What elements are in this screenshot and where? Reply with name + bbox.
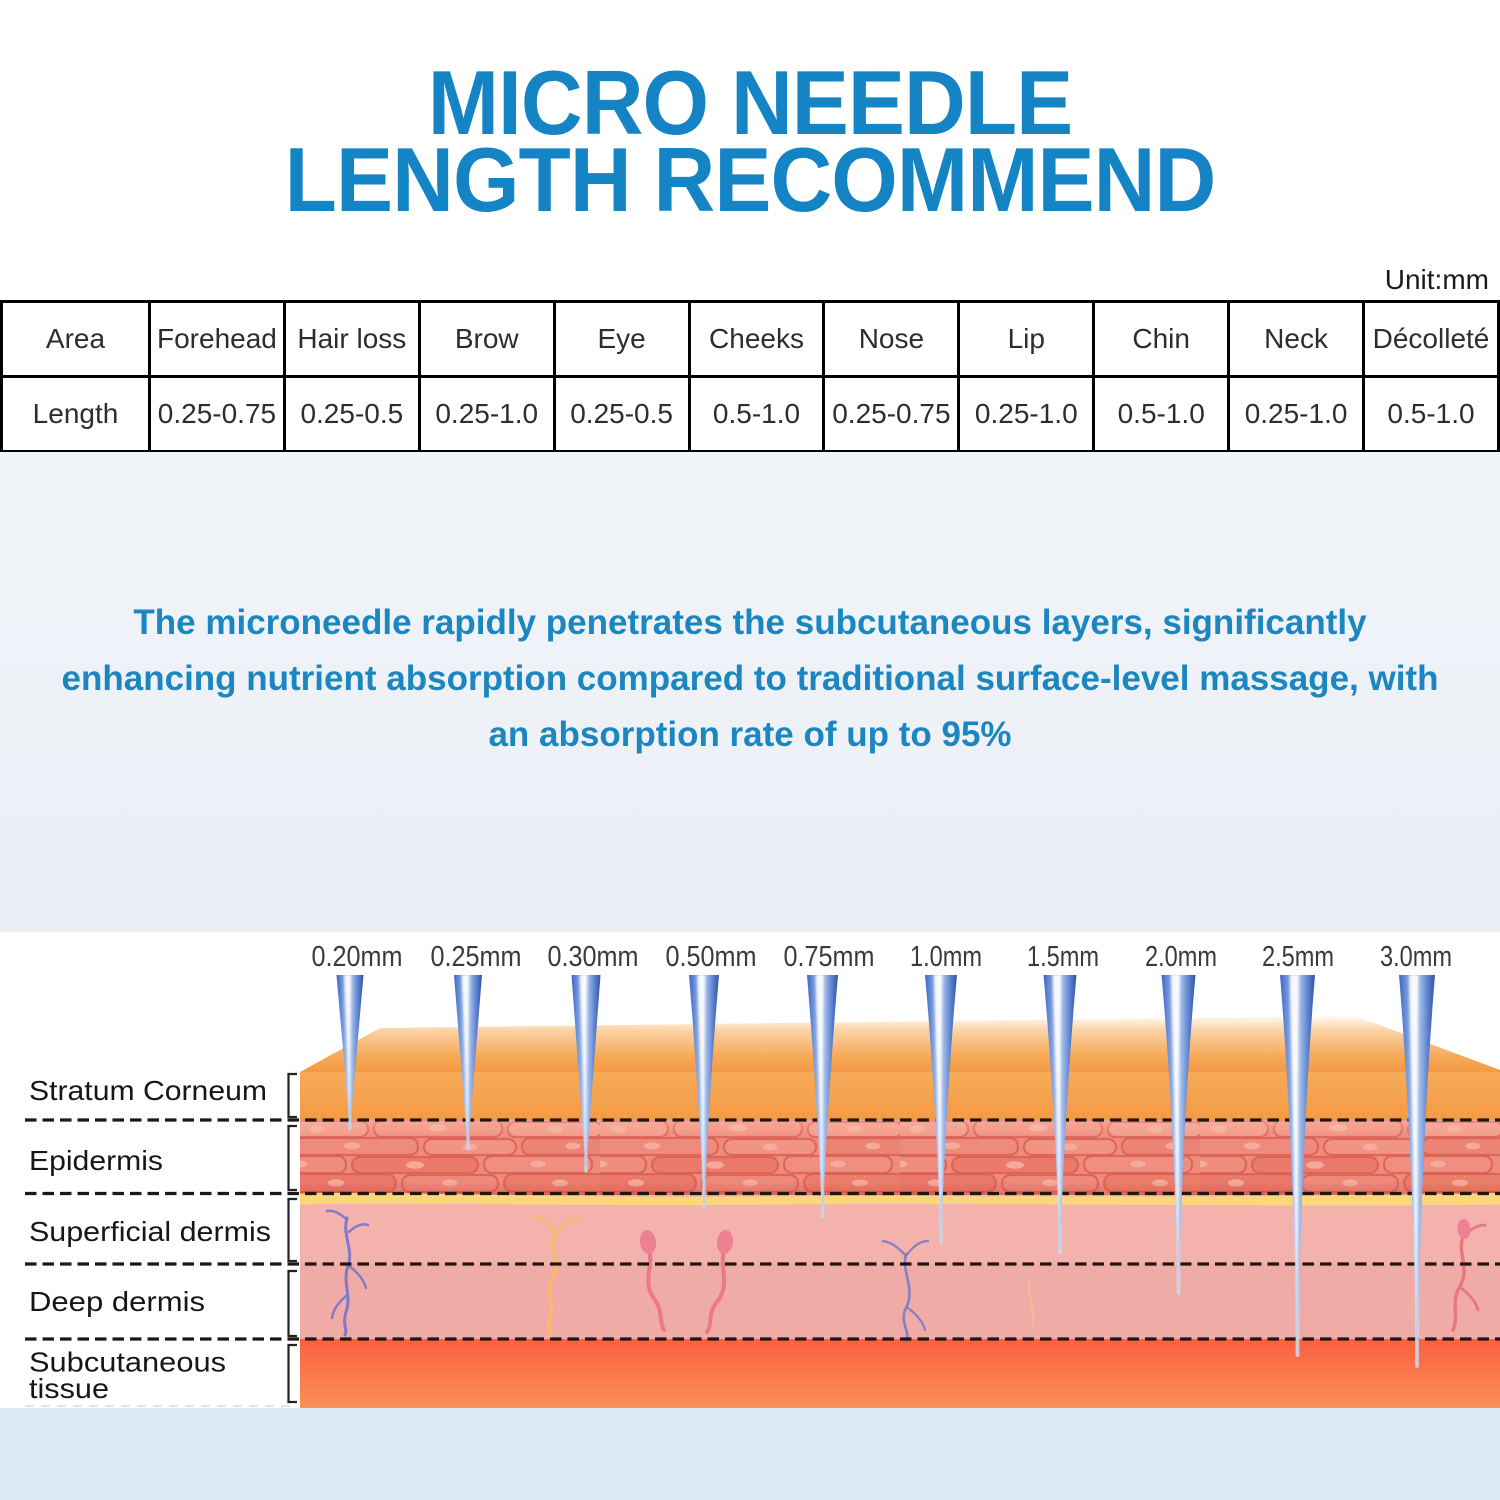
- svg-text:1.5mm: 1.5mm: [1027, 941, 1099, 973]
- svg-text:Epidermis: Epidermis: [29, 1145, 163, 1176]
- svg-text:0.75mm: 0.75mm: [784, 941, 875, 973]
- svg-text:3.0mm: 3.0mm: [1380, 941, 1452, 973]
- svg-text:Deep dermis: Deep dermis: [29, 1286, 205, 1317]
- svg-text:2.0mm: 2.0mm: [1145, 941, 1217, 973]
- svg-text:0.30mm: 0.30mm: [548, 941, 639, 973]
- svg-text:Subcutaneous: Subcutaneous: [29, 1347, 226, 1378]
- svg-text:Stratum Corneum: Stratum Corneum: [29, 1075, 267, 1106]
- svg-text:tissue: tissue: [29, 1373, 109, 1404]
- svg-text:0.20mm: 0.20mm: [312, 941, 403, 973]
- svg-text:Superficial dermis: Superficial dermis: [29, 1216, 271, 1247]
- svg-text:1.0mm: 1.0mm: [910, 941, 982, 973]
- svg-text:2.5mm: 2.5mm: [1262, 941, 1334, 973]
- svg-text:0.25mm: 0.25mm: [431, 941, 522, 973]
- svg-text:0.50mm: 0.50mm: [666, 941, 757, 973]
